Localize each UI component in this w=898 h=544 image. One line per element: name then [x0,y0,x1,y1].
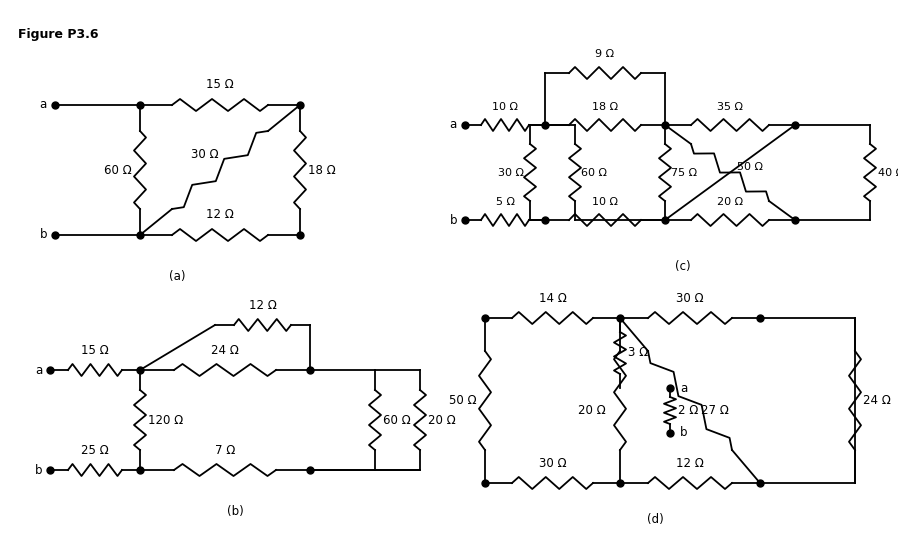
Text: a: a [35,363,42,376]
Text: 35 Ω: 35 Ω [717,102,743,112]
Text: 75 Ω: 75 Ω [671,168,697,177]
Text: 30 Ω: 30 Ω [191,149,219,162]
Text: 20 Ω: 20 Ω [717,197,743,207]
Text: b: b [450,213,457,226]
Text: (c): (c) [674,260,691,273]
Text: (b): (b) [226,505,243,518]
Text: 3 Ω: 3 Ω [628,347,648,360]
Text: 50 Ω: 50 Ω [449,394,477,407]
Text: 25 Ω: 25 Ω [81,444,109,457]
Text: 50 Ω: 50 Ω [737,163,763,172]
Text: 60 Ω: 60 Ω [104,164,132,176]
Text: a: a [40,98,47,112]
Text: 15 Ω: 15 Ω [81,344,109,357]
Text: a: a [450,119,457,132]
Text: 30 Ω: 30 Ω [676,292,704,305]
Text: 18 Ω: 18 Ω [592,102,618,112]
Text: 9 Ω: 9 Ω [595,49,614,59]
Text: 30 Ω: 30 Ω [539,457,567,470]
Text: 12 Ω: 12 Ω [206,208,234,221]
Text: 12 Ω: 12 Ω [676,457,704,470]
Text: 10 Ω: 10 Ω [592,197,618,207]
Text: 27 Ω: 27 Ω [701,404,729,417]
Text: 24 Ω: 24 Ω [211,344,239,357]
Text: 120 Ω: 120 Ω [148,413,183,426]
Text: 2 Ω: 2 Ω [678,404,699,417]
Text: Figure P3.6: Figure P3.6 [18,28,99,41]
Text: 18 Ω: 18 Ω [308,164,336,176]
Text: 20 Ω: 20 Ω [428,413,456,426]
Text: 40 Ω: 40 Ω [878,168,898,177]
Text: 12 Ω: 12 Ω [249,299,277,312]
Text: (d): (d) [647,513,664,526]
Text: 15 Ω: 15 Ω [207,78,233,91]
Text: 30 Ω: 30 Ω [498,168,524,177]
Text: 60 Ω: 60 Ω [581,168,607,177]
Text: 7 Ω: 7 Ω [215,444,235,457]
Text: 14 Ω: 14 Ω [539,292,567,305]
Text: b: b [40,228,47,242]
Text: 60 Ω: 60 Ω [383,413,410,426]
Text: 10 Ω: 10 Ω [492,102,518,112]
Text: b: b [34,463,42,477]
Text: 20 Ω: 20 Ω [578,404,606,417]
Text: b: b [680,426,688,440]
Text: a: a [680,381,687,394]
Text: 24 Ω: 24 Ω [863,394,891,407]
Text: 5 Ω: 5 Ω [496,197,515,207]
Text: (a): (a) [169,270,186,283]
